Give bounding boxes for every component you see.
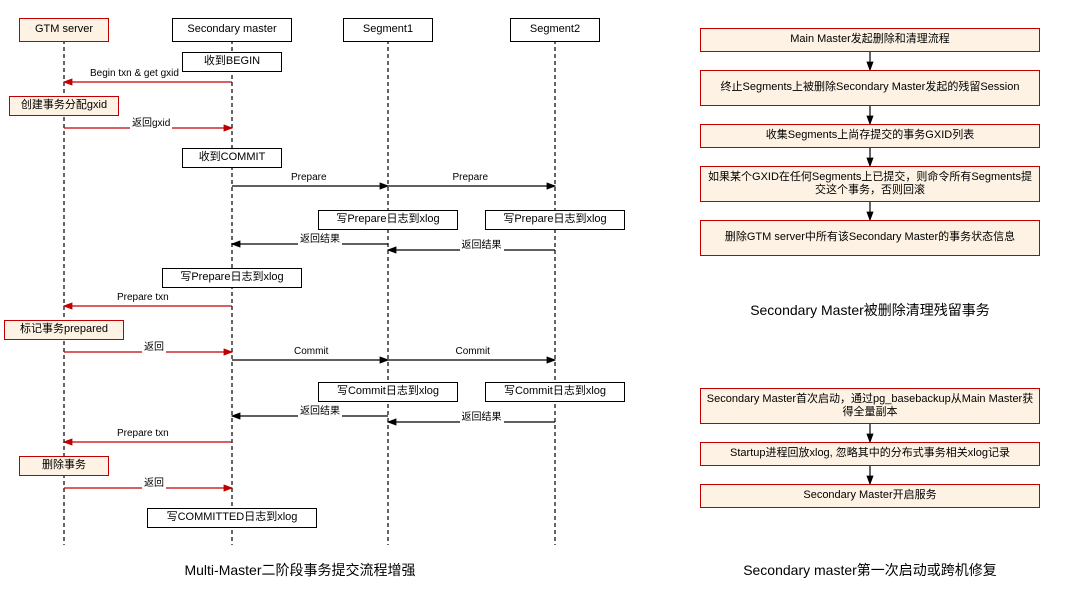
seq-label-6: Prepare [451,172,491,183]
seq-label-5: Prepare [289,172,329,183]
seq-label-9: 返回结果 [298,230,342,245]
seq-label-20: 返回结果 [460,408,504,423]
flow2-step-1: Startup进程回放xlog, 忽略其中的分布式事务相关xlog记录 [700,442,1040,466]
seq-label-21: Prepare txn [115,428,171,439]
seq-box-22: 删除事务 [19,456,109,476]
seq-box-8: 写Prepare日志到xlog [485,210,625,230]
seq-box-24: 写COMMITTED日志到xlog [147,508,317,528]
seq-label-1: Begin txn & get gxid [88,68,181,79]
seq-label-19: 返回结果 [298,402,342,417]
seq-box-13: 标记事务prepared [4,320,124,340]
flow2-step-0: Secondary Master首次启动，通过pg_basebackup从Mai… [700,388,1040,424]
flow1-caption: Secondary Master被删除清理残留事务 [690,300,1050,320]
seq-box-17: 写Commit日志到xlog [318,382,458,402]
seq-label-15: Commit [292,346,330,357]
flow1-step-0: Main Master发起删除和清理流程 [700,28,1040,52]
flow2-step-2: Secondary Master开启服务 [700,484,1040,508]
seq-box-2: 创建事务分配gxid [9,96,119,116]
flow1-step-4: 删除GTM server中所有该Secondary Master的事务状态信息 [700,220,1040,256]
participant-seg1: Segment1 [343,18,433,42]
seq-label-12: Prepare txn [115,292,171,303]
flow2-caption: Secondary master第一次启动或跨机修复 [690,560,1050,580]
flow1-step-3: 如果某个GXID在任何Segments上已提交，则命令所有Segments提交这… [700,166,1040,202]
participant-gtm: GTM server [19,18,109,42]
seq-box-4: 收到COMMIT [182,148,282,168]
seq-label-16: Commit [454,346,492,357]
seq-box-0: 收到BEGIN [182,52,282,72]
participant-seg2: Segment2 [510,18,600,42]
seq-box-11: 写Prepare日志到xlog [162,268,302,288]
seq-label-23: 返回 [142,474,166,489]
seq-box-18: 写Commit日志到xlog [485,382,625,402]
sequence-caption: Multi-Master二阶段事务提交流程增强 [120,560,480,580]
seq-label-14: 返回 [142,338,166,353]
seq-label-3: 返回gxid [130,114,172,129]
seq-label-10: 返回结果 [460,236,504,251]
participant-secondary: Secondary master [172,18,292,42]
seq-box-7: 写Prepare日志到xlog [318,210,458,230]
flow1-step-2: 收集Segments上尚存提交的事务GXID列表 [700,124,1040,148]
flow1-step-1: 终止Segments上被删除Secondary Master发起的残留Sessi… [700,70,1040,106]
